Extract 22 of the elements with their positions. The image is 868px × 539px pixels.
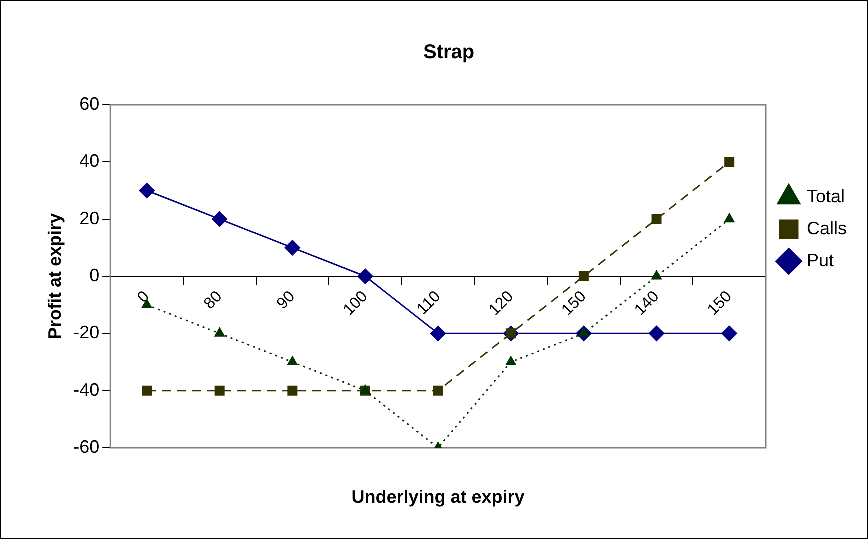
x-tick-label: 100 (340, 288, 372, 320)
y-tick-label: 40 (80, 151, 100, 172)
x-tick-label: 80 (201, 288, 226, 313)
y-axis-title: Profit at expiry (44, 213, 65, 340)
x-tick-label: 140 (632, 288, 663, 320)
y-tick-label: -40 (74, 380, 100, 400)
y-tick-label: -20 (74, 322, 100, 343)
chart-title: Strap (423, 42, 475, 64)
y-tick-label: 20 (80, 208, 100, 228)
x-tick-label: 120 (486, 288, 518, 320)
legend-label: Put (806, 250, 834, 270)
x-tick-label: 150 (558, 288, 590, 320)
legend-label: Total (806, 186, 846, 206)
y-tick-label: 0 (90, 265, 100, 286)
x-tick-label: 90 (274, 288, 299, 313)
x-axis-title: Underlying at expiry (352, 486, 525, 507)
x-tick-label: 0 (134, 288, 154, 307)
y-tick-label: 60 (80, 94, 100, 114)
y-tick-label: -60 (74, 436, 100, 457)
legend-label: Calls (806, 218, 848, 238)
x-tick-label: 150 (704, 288, 736, 320)
x-tick-label: 110 (414, 288, 444, 318)
